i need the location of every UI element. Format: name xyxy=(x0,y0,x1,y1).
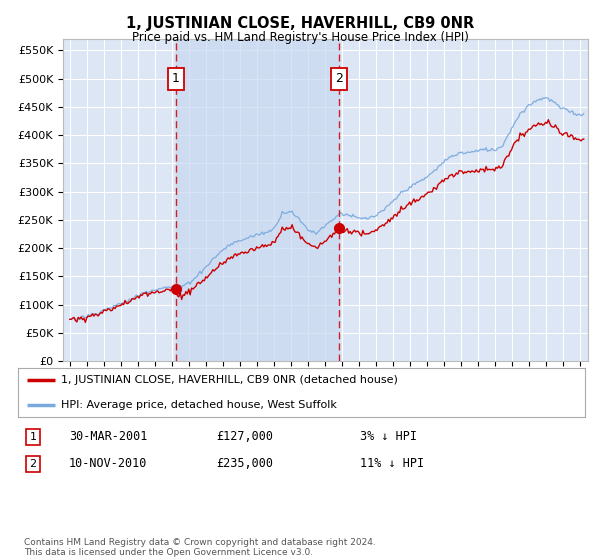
Text: 30-MAR-2001: 30-MAR-2001 xyxy=(69,430,148,444)
Text: £235,000: £235,000 xyxy=(216,457,273,470)
Text: Price paid vs. HM Land Registry's House Price Index (HPI): Price paid vs. HM Land Registry's House … xyxy=(131,31,469,44)
Text: 1, JUSTINIAN CLOSE, HAVERHILL, CB9 0NR: 1, JUSTINIAN CLOSE, HAVERHILL, CB9 0NR xyxy=(126,16,474,31)
Text: HPI: Average price, detached house, West Suffolk: HPI: Average price, detached house, West… xyxy=(61,400,337,410)
Text: Contains HM Land Registry data © Crown copyright and database right 2024.
This d: Contains HM Land Registry data © Crown c… xyxy=(24,538,376,557)
Text: 10-NOV-2010: 10-NOV-2010 xyxy=(69,457,148,470)
Text: 3% ↓ HPI: 3% ↓ HPI xyxy=(360,430,417,444)
Text: £127,000: £127,000 xyxy=(216,430,273,444)
Text: 11% ↓ HPI: 11% ↓ HPI xyxy=(360,457,424,470)
Text: 1: 1 xyxy=(29,432,37,442)
Bar xyxy=(176,39,339,361)
Text: 2: 2 xyxy=(335,72,343,85)
Text: 1: 1 xyxy=(172,72,180,85)
Text: 2: 2 xyxy=(29,459,37,469)
Text: 1, JUSTINIAN CLOSE, HAVERHILL, CB9 0NR (detached house): 1, JUSTINIAN CLOSE, HAVERHILL, CB9 0NR (… xyxy=(61,375,397,385)
